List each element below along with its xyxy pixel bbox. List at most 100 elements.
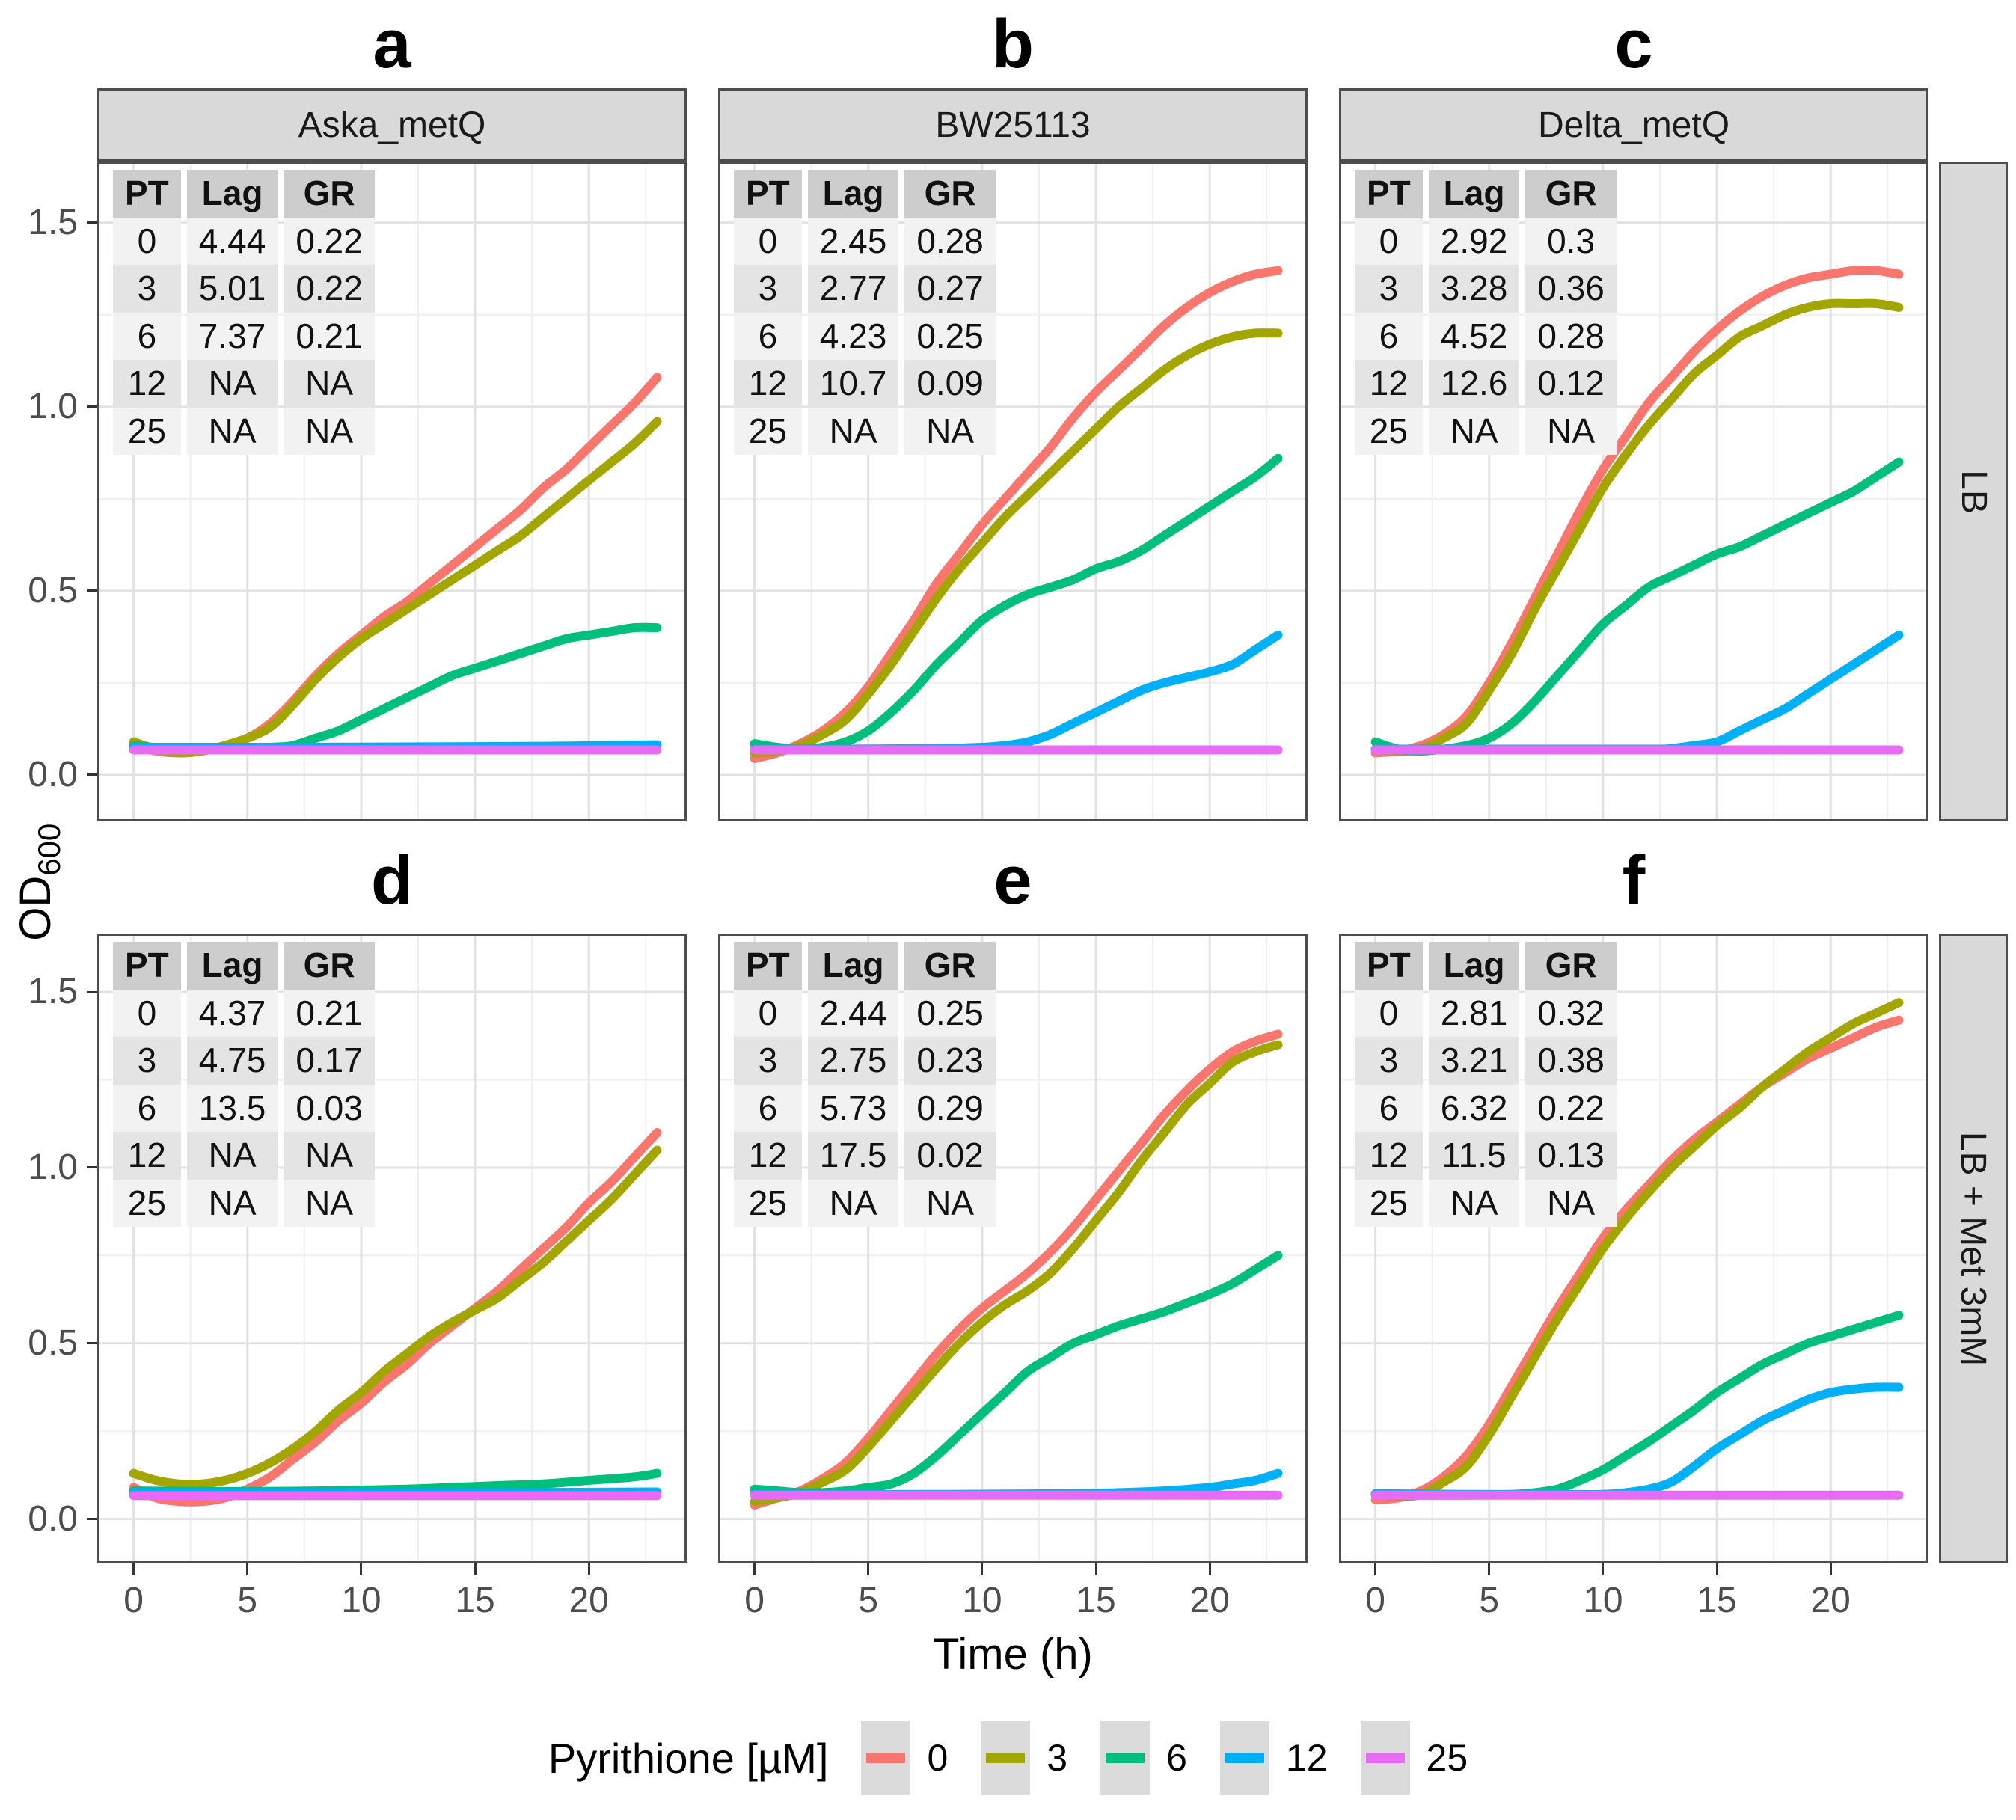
table-cell: NA [1525, 407, 1617, 455]
growth-curve-3uM [1370, 998, 1904, 1501]
x-tick-label: 20 [1810, 1581, 1851, 1620]
table-header-cell: PT [734, 170, 802, 218]
panel-letter-d: d [370, 842, 414, 919]
y-tick-mark [87, 589, 97, 592]
table-row: 3 2.77 0.27 [734, 265, 996, 313]
growth-curve-3uM [750, 1040, 1283, 1507]
facet-strip-label: BW25113 [935, 105, 1091, 145]
x-tick-mark [1829, 1563, 1832, 1575]
table-cell: 2.81 [1428, 989, 1520, 1037]
x-tick-mark [1374, 1563, 1377, 1575]
legend-item-label: 12 [1285, 1737, 1328, 1779]
x-tick-mark [1208, 1563, 1211, 1575]
growth-curve-6uM [750, 453, 1283, 754]
table-cell: 0.13 [1525, 1132, 1617, 1180]
table-header-cell: Lag [186, 942, 278, 990]
table-cell: 3 [1355, 1037, 1423, 1085]
table-row: 0 4.37 0.21 [113, 989, 375, 1037]
table-cell: 12 [1355, 360, 1423, 408]
table-row: 25 NA NA [1355, 1179, 1617, 1227]
lag-gr-inset-table: PT Lag GR 0 2.44 0.25 3 2.75 0.23 6 5.73 0.29 12 17.5… [728, 942, 1002, 1227]
table-cell: 17.5 [807, 1132, 899, 1180]
table-header-cell: Lag [807, 170, 899, 218]
legend-item-3uM: 3 [981, 1721, 1067, 1795]
y-tick-label: 1.0 [28, 386, 78, 426]
growth-curves-chart [99, 936, 684, 1561]
table-cell: 6 [734, 1084, 802, 1132]
legend-item-label: 25 [1426, 1737, 1468, 1779]
y-axis-title-text: OD [11, 875, 61, 941]
table-row: 0 2.81 0.32 [1355, 989, 1617, 1037]
legend-items: 0 3 6 12 25 [861, 1721, 1468, 1795]
x-tick-label: 20 [569, 1581, 609, 1620]
facet-strip-bw25113: BW25113 [718, 88, 1308, 162]
table-cell: 25 [734, 407, 802, 455]
table-header-cell: GR [284, 942, 375, 990]
panel-letter-a: a [373, 5, 411, 82]
table-row: 25 NA NA [734, 407, 996, 455]
growth-curves-chart [99, 164, 684, 819]
x-tick-mark [753, 1563, 756, 1575]
y-tick-label: 0.5 [28, 1323, 78, 1363]
table-cell: NA [807, 407, 899, 455]
table-cell: 0.22 [284, 265, 375, 313]
panel-letter-e: e [993, 842, 1032, 919]
lag-gr-inset-table: PT Lag GR 0 4.37 0.21 3 4.75 0.17 6 13.5 0.03 12 NA NA… [107, 942, 381, 1227]
x-axis-title: Time (h) [933, 1630, 1093, 1679]
table-header-cell: PT [113, 942, 181, 990]
table-cell: 0 [734, 989, 802, 1037]
y-tick-mark [87, 221, 97, 224]
table-cell: 3 [734, 265, 802, 313]
legend-line-sample [986, 1753, 1026, 1763]
legend-key-swatch [1100, 1721, 1151, 1795]
y-tick-mark [87, 1342, 97, 1345]
table-row: 0 2.92 0.3 [1355, 217, 1617, 265]
table-cell: NA [904, 1179, 996, 1227]
table-cell: 4.37 [186, 989, 278, 1037]
y-tick-mark [87, 405, 97, 408]
growth-curve-panel-f: PT Lag GR 0 2.81 0.32 3 3.21 0.38 6 6.32 0.22 12 11.5… [1339, 934, 1928, 1563]
x-tick-label: 10 [1583, 1581, 1623, 1620]
facet-strip-aska-metq: Aska_metQ [97, 88, 687, 162]
table-cell: 7.37 [186, 312, 278, 360]
x-tick-mark [246, 1563, 249, 1575]
table-cell: 3 [113, 1037, 181, 1085]
y-tick-label: 1.5 [28, 972, 78, 1012]
table-cell: 2.92 [1428, 217, 1520, 265]
x-tick-label: 10 [962, 1581, 1002, 1620]
table-row: 12 17.5 0.02 [734, 1132, 996, 1180]
x-tick-mark [360, 1563, 363, 1575]
x-tick-label: 15 [455, 1581, 495, 1620]
table-cell: 0 [1355, 217, 1423, 265]
table-row: 25 NA NA [113, 1179, 375, 1227]
table-cell: 12 [1355, 1132, 1423, 1180]
table-cell: 0.27 [904, 265, 996, 313]
x-tick-label: 5 [858, 1581, 879, 1620]
growth-curve-3uM [1370, 298, 1904, 756]
growth-curve-0uM [750, 266, 1283, 763]
table-cell: 10.7 [807, 360, 899, 408]
lag-gr-inset-table: PT Lag GR 0 2.92 0.3 3 3.28 0.36 6 4.52 0.28 12 12.6 0… [1349, 170, 1623, 455]
y-tick-label: 1.5 [28, 202, 78, 242]
table-cell: 0.25 [904, 312, 996, 360]
table-cell: 3 [1355, 265, 1423, 313]
legend-line-sample [1365, 1753, 1405, 1763]
legend-key-swatch [1219, 1721, 1269, 1795]
table-cell: NA [284, 407, 375, 455]
table-cell: 25 [1355, 1179, 1423, 1227]
table-cell: NA [1428, 407, 1520, 455]
y-axis-title-subscript: 600 [31, 823, 67, 876]
table-row: 12 10.7 0.09 [734, 360, 996, 408]
table-cell: 0.23 [904, 1037, 996, 1085]
table-header-cell: GR [904, 170, 996, 218]
x-tick-mark [1488, 1563, 1491, 1575]
table-cell: 0.29 [904, 1084, 996, 1132]
table-row: 6 4.52 0.28 [1355, 312, 1617, 360]
table-cell: 6 [1355, 1084, 1423, 1132]
table-cell: 4.23 [807, 312, 899, 360]
growth-curve-3uM [750, 328, 1283, 758]
table-cell: 2.44 [807, 989, 899, 1037]
growth-curve-0uM [750, 1029, 1283, 1510]
table-cell: 2.45 [807, 217, 899, 265]
table-cell: 12 [113, 1132, 181, 1180]
